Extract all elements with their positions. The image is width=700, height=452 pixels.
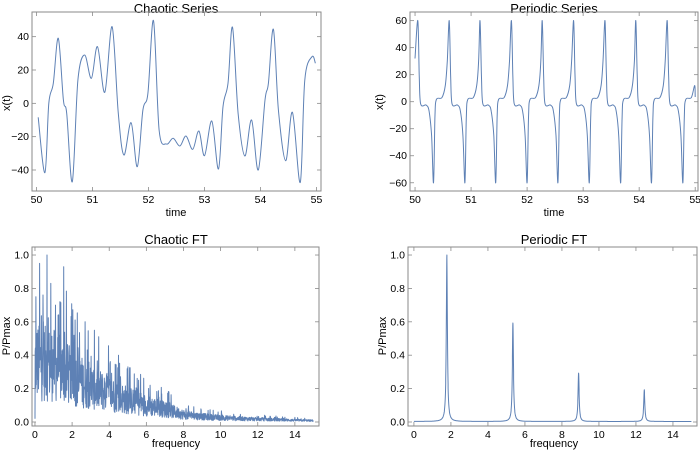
- plot-frame: [409, 11, 699, 192]
- x-tick-label: 14: [667, 429, 679, 441]
- x-tick-label: 2: [448, 429, 454, 441]
- plot-frame: [31, 246, 320, 427]
- y-tick-label: 40: [395, 42, 407, 54]
- y-tick-label: 40: [17, 31, 29, 43]
- x-tick-label: 8: [181, 429, 187, 441]
- chaotic-series-plot: Chaotic Series time x(t) 50 51 52 53 54 55 −40…: [1, 1, 323, 219]
- x-tick-label: 6: [522, 429, 528, 441]
- y-tick-label: 20: [395, 69, 407, 81]
- x-tick-label: 0: [411, 429, 417, 441]
- y-axis-label: x(t): [374, 94, 386, 110]
- plot-frame: [407, 246, 698, 427]
- x-axis-label: frequency: [152, 438, 201, 450]
- x-tick-label: 10: [215, 429, 227, 441]
- x-tick-label: 53: [577, 194, 589, 206]
- chart-title: Periodic Series: [510, 1, 598, 16]
- y-axis-label: x(t): [1, 95, 13, 111]
- x-tick-label: 55: [311, 194, 323, 206]
- y-tick-label: 0.6: [390, 316, 405, 328]
- x-tick-label: 0: [32, 429, 38, 441]
- y-tick-label: 0.0: [14, 416, 29, 428]
- y-tick-label: 0.6: [14, 316, 29, 328]
- chart-title: Chaotic FT: [144, 232, 208, 247]
- x-tick-label: 52: [521, 194, 533, 206]
- x-axis-label: time: [166, 207, 187, 219]
- chart-title: Chaotic Series: [134, 1, 219, 16]
- y-tick-label: −20: [11, 131, 29, 143]
- x-tick-label: 12: [630, 429, 642, 441]
- x-tick-label: 54: [633, 194, 645, 206]
- y-tick-label: 0: [23, 98, 29, 110]
- x-tick-label: 54: [255, 194, 267, 206]
- x-tick-label: 2: [69, 429, 75, 441]
- x-tick-label: 10: [593, 429, 605, 441]
- series-line: [414, 20, 696, 184]
- y-tick-label: 0.8: [14, 283, 29, 295]
- y-tick-label: 0: [401, 96, 407, 108]
- y-tick-label: −40: [389, 150, 407, 162]
- y-tick-label: 0.4: [14, 350, 29, 362]
- x-tick-label: 4: [106, 429, 112, 441]
- x-tick-label: 14: [289, 429, 301, 441]
- x-tick-label: 50: [31, 194, 43, 206]
- x-axis-label: time: [544, 207, 565, 219]
- y-tick-label: 0.2: [14, 383, 29, 395]
- x-tick-label: 50: [409, 194, 421, 206]
- plot-frame: [31, 11, 322, 192]
- y-tick-label: 1.0: [390, 250, 405, 262]
- y-tick-label: −40: [11, 165, 29, 177]
- y-tick-label: 0.2: [390, 383, 405, 395]
- x-tick-label: 12: [252, 429, 264, 441]
- x-tick-label: 51: [87, 194, 99, 206]
- x-tick-label: 53: [199, 194, 211, 206]
- x-axis-label: frequency: [530, 438, 579, 450]
- series-line: [37, 20, 316, 183]
- x-tick-label: 55: [689, 194, 700, 206]
- x-tick-label: 8: [559, 429, 565, 441]
- y-tick-label: 1.0: [14, 250, 29, 262]
- y-tick-label: 0.0: [390, 416, 405, 428]
- y-axis-label: P/Pmax: [1, 316, 13, 355]
- y-axis-label: P/Pmax: [377, 316, 389, 355]
- x-tick-label: 4: [485, 429, 491, 441]
- x-tick-label: 51: [465, 194, 477, 206]
- y-tick-label: 60: [395, 15, 407, 27]
- chaotic-ft-plot: Chaotic FT frequency P/Pmax 0 2 4 6 8 10 12 14 0…: [1, 232, 320, 450]
- y-tick-label: 0.8: [390, 283, 405, 295]
- x-tick-label: 6: [143, 429, 149, 441]
- x-tick-label: 52: [143, 194, 155, 206]
- chart-title: Periodic FT: [521, 232, 588, 247]
- series-line: [34, 254, 314, 422]
- y-tick-label: 0.4: [390, 350, 405, 362]
- y-tick-label: −60: [389, 177, 407, 189]
- series-line: [413, 254, 692, 422]
- periodic-ft-plot: Periodic FT frequency P/Pmax 0 2 4 6 8 10 12 14…: [377, 232, 698, 450]
- y-tick-label: 20: [17, 65, 29, 77]
- y-tick-label: −20: [389, 123, 407, 135]
- periodic-series-plot: Periodic Series time x(t) 50 51 52 53 54 55 −6…: [374, 1, 700, 219]
